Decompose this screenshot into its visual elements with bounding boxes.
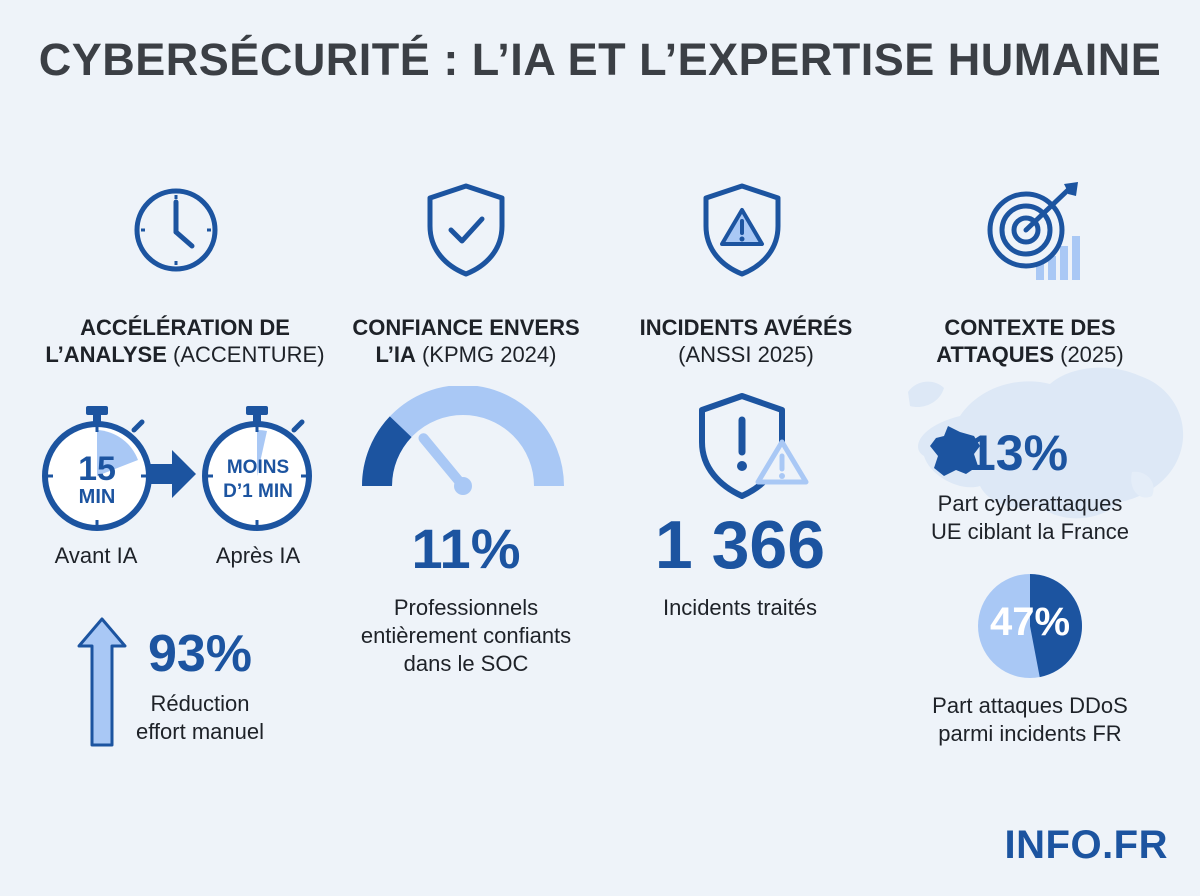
incidents-heading: INCIDENTS AVÉRÉS (ANSSI 2025)	[639, 315, 853, 367]
stopwatch-icon	[42, 406, 152, 531]
before-label: Avant IA	[54, 543, 138, 568]
before-unit: MIN	[78, 486, 116, 508]
reduction-caption: Réduction effort manuel	[135, 691, 264, 744]
gauge-icon	[362, 386, 564, 495]
after-label: Après IA	[215, 543, 301, 568]
stopwatch-icon	[202, 406, 312, 531]
shield-warning-icon	[699, 393, 809, 499]
arrow-right-icon	[150, 450, 196, 498]
reduction-value: 93%	[147, 625, 253, 683]
confidence-heading: CONFIANCE ENVERS L’IA (KPMG 2024)	[352, 315, 580, 367]
confidence-caption: Professionnels entièrement confiants dan…	[360, 595, 572, 676]
incidents-value: 1 366	[654, 507, 826, 583]
incidents-caption: Incidents traités	[662, 595, 818, 620]
after-value: MOINS D’1 MIN	[223, 457, 293, 502]
france-caption: Part cyberattaques UE ciblant la France	[930, 491, 1130, 544]
brand-logo: INFO.FR	[1004, 823, 1168, 867]
context-heading: CONTEXTE DES ATTAQUES (2025)	[936, 315, 1124, 367]
france-map-icon	[930, 426, 980, 476]
ddos-value: 47%	[989, 600, 1071, 644]
europe-map-icon	[908, 367, 1184, 519]
shield-warning-icon	[703, 183, 781, 277]
shield-check-icon	[427, 183, 505, 277]
before-value: 15	[78, 450, 116, 488]
clock-icon	[134, 188, 218, 272]
confidence-value: 11%	[411, 517, 521, 580]
target-arrow-icon	[987, 182, 1080, 280]
ddos-caption: Part attaques DDoS parmi incidents FR	[932, 693, 1128, 746]
page-title: CYBERSÉCURITÉ : L’IA ET L’EXPERTISE HUMA…	[38, 34, 1162, 85]
acceleration-heading: ACCÉLÉRATION DE L’ANALYSE (ACCENTURE)	[45, 315, 325, 367]
arrow-up-icon	[77, 617, 127, 747]
france-value: 13%	[968, 425, 1069, 481]
pie-icon	[978, 574, 1082, 678]
